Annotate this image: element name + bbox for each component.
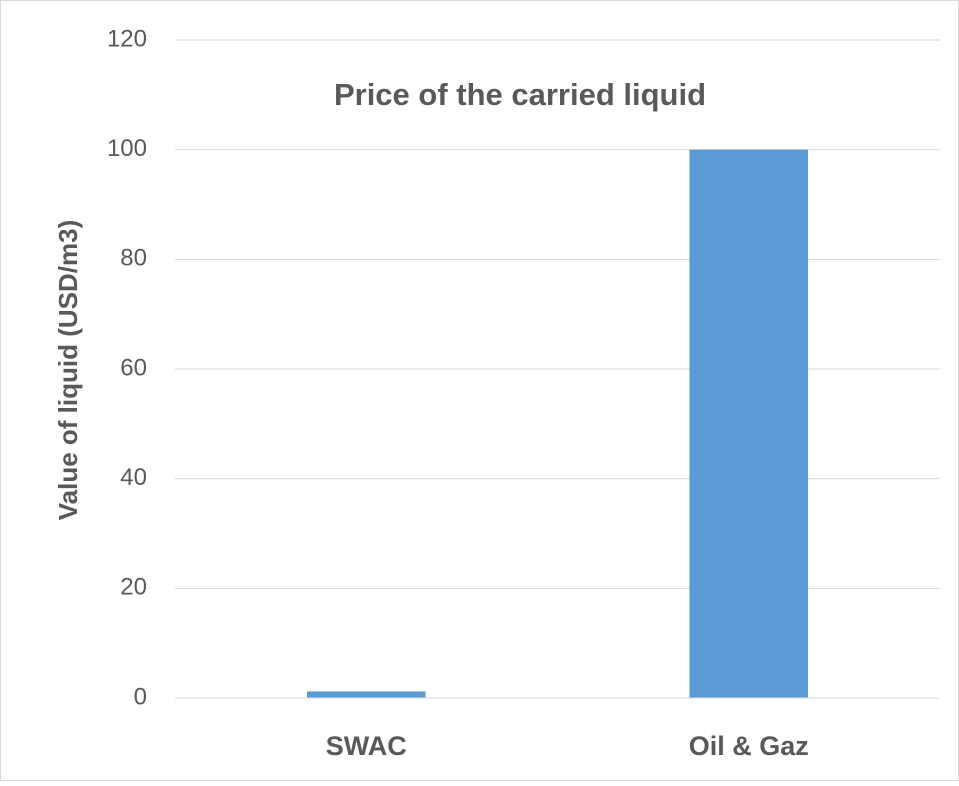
chart-title: Price of the carried liquid <box>334 77 706 112</box>
bar <box>306 691 426 698</box>
y-tick-label: 100 <box>107 135 147 162</box>
x-tick-label: Oil & Gaz <box>689 731 809 761</box>
y-tick-label: 120 <box>107 25 147 52</box>
y-tick-label: 60 <box>120 354 147 381</box>
y-tick-label: 40 <box>120 464 147 491</box>
x-tick-label: SWAC <box>326 731 407 761</box>
y-tick-label: 20 <box>120 574 147 601</box>
y-axis-label: Value of liquid (USD/m3) <box>53 220 83 520</box>
y-tick-label: 0 <box>134 683 147 710</box>
bar <box>689 149 809 698</box>
y-tick-label: 80 <box>120 245 147 272</box>
